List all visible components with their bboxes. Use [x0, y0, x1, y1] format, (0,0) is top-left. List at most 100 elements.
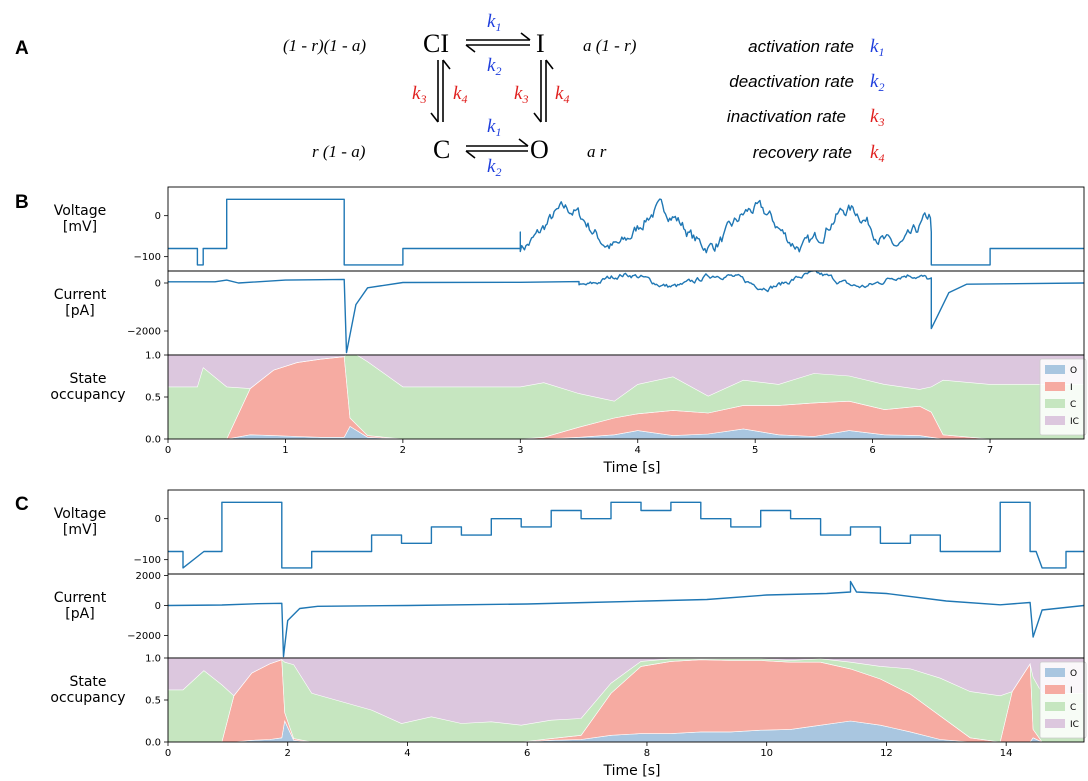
- series-line-B-current: [168, 271, 1084, 354]
- legend-swatch-i: [1045, 382, 1065, 391]
- y-tick-label: 1.0: [145, 654, 161, 665]
- harpoon-ci-i: [465, 32, 531, 53]
- y-axis-label-line2: occupancy: [50, 387, 125, 403]
- legend-swatch-ic: [1045, 416, 1065, 425]
- x-tick-label: 10: [760, 748, 773, 759]
- x-tick-label: 6: [524, 748, 530, 759]
- y-axis-label-line2: [mV]: [63, 219, 97, 235]
- kinetic-scheme: (1 - r)(1 - a) a (1 - r) r (1 - a) a r C…: [283, 11, 884, 179]
- y-axis-label-line1: State: [69, 371, 106, 387]
- x-tick-label: 6: [869, 445, 875, 456]
- rate-k4-left: k4: [453, 83, 467, 106]
- y-tick-label: 0.0: [145, 435, 161, 446]
- x-tick-label: 1: [282, 445, 288, 456]
- rate-legend-inactivation: inactivation rate: [727, 107, 846, 126]
- legend-label-i: I: [1070, 686, 1073, 696]
- y-axis-label-line2: [pA]: [65, 303, 94, 319]
- chart-C-voltage: −100 0 Voltage[mV]: [54, 489, 1085, 575]
- plots: −1000Voltage[mV]−20000Current[pA]OICIC0.…: [50, 186, 1087, 779]
- panel-label-a: A: [15, 38, 29, 59]
- rate-legend-deactivation-symbol: k2: [870, 71, 884, 94]
- y-tick-label: −2000: [127, 631, 161, 642]
- y-tick-label: 0.5: [145, 393, 161, 404]
- y-axis-label-line1: Voltage: [54, 506, 107, 522]
- legend-swatch-c: [1045, 399, 1065, 408]
- legend-swatch-ic: [1045, 719, 1065, 728]
- y-tick-label: 0: [155, 514, 161, 525]
- y-tick-label: 0.0: [145, 738, 161, 749]
- rate-k2-top: k2: [487, 55, 501, 78]
- axes-frame: [167, 270, 1085, 356]
- series-line-C-voltage: [168, 501, 1084, 569]
- harpoon-c-o: [465, 138, 529, 159]
- rate-k1-bottom: k1: [487, 116, 501, 139]
- y-tick-label: −100: [134, 555, 161, 566]
- state-o: O: [530, 135, 549, 164]
- x-tick-label: 5: [752, 445, 758, 456]
- y-tick-label: −2000: [127, 327, 161, 338]
- x-tick-label: 4: [635, 445, 641, 456]
- chart-B-voltage: −100 0 Voltage[mV]: [54, 186, 1085, 272]
- legend-label-ic: IC: [1070, 417, 1079, 427]
- y-tick-label: 0: [155, 601, 161, 612]
- chart-C-current: −2000 0 2000 Current[pA]: [54, 571, 1085, 659]
- area-i: [168, 659, 1084, 742]
- x-tick-label: 2: [285, 748, 291, 759]
- area-c: [168, 658, 1084, 742]
- legend-label-c: C: [1070, 703, 1076, 713]
- panel-label-b: B: [15, 192, 29, 213]
- y-tick-label: 1.0: [145, 351, 161, 362]
- y-axis-label-line1: Voltage: [54, 203, 107, 219]
- y-axis-label-line2: [mV]: [63, 522, 97, 538]
- rate-legend-inactivation-symbol: k3: [870, 106, 884, 129]
- x-axis-label: Time [s]: [603, 763, 661, 779]
- legend-label-o: O: [1070, 366, 1077, 376]
- legend-swatch-c: [1045, 702, 1065, 711]
- x-tick-label: 12: [880, 748, 893, 759]
- legend-label-o: O: [1070, 669, 1077, 679]
- occupancy-ci: (1 - r)(1 - a): [283, 36, 366, 55]
- y-axis-label-line2: [pA]: [65, 606, 94, 622]
- x-tick-label: 4: [404, 748, 410, 759]
- panel-label-c: C: [15, 494, 29, 515]
- y-axis-label-line1: Current: [54, 287, 107, 303]
- legend-label-c: C: [1070, 400, 1076, 410]
- chart-B-current: −2000 0 Current[pA]: [54, 270, 1085, 356]
- x-tick-label: 3: [517, 445, 523, 456]
- y-tick-label: 0.5: [145, 696, 161, 707]
- x-tick-label: 2: [400, 445, 406, 456]
- occupancy-i: a (1 - r): [583, 36, 637, 55]
- rate-legend-deactivation: deactivation rate: [729, 72, 854, 91]
- x-axis-label: Time [s]: [603, 460, 661, 476]
- legend-swatch-o: [1045, 365, 1065, 374]
- harpoon-ci-c: [430, 59, 451, 123]
- x-tick-label: 0: [165, 748, 171, 759]
- rate-legend-recovery-symbol: k4: [870, 142, 884, 165]
- y-tick-label: 0: [155, 211, 161, 222]
- rate-k2-bottom: k2: [487, 156, 501, 179]
- x-tick-label: 0: [165, 445, 171, 456]
- occupancy-c: r (1 - a): [312, 142, 366, 161]
- rate-legend: activation rate k1 deactivation rate k2 …: [727, 36, 885, 165]
- rate-legend-activation: activation rate: [748, 37, 854, 56]
- rate-legend-activation-symbol: k1: [870, 36, 884, 59]
- rate-k1-top: k1: [487, 11, 501, 34]
- state-c: C: [433, 135, 450, 164]
- legend-label-i: I: [1070, 383, 1073, 393]
- x-tick-label: 7: [987, 445, 993, 456]
- x-tick-label: 8: [644, 748, 650, 759]
- legend-swatch-o: [1045, 668, 1065, 677]
- y-tick-label: 0: [155, 279, 161, 290]
- legend-label-ic: IC: [1070, 720, 1079, 730]
- rate-k3-left: k3: [412, 83, 426, 106]
- area-o: [168, 720, 1084, 742]
- series-line-B-voltage: [168, 198, 1084, 266]
- y-tick-label: 2000: [136, 571, 161, 582]
- rate-k4-right: k4: [555, 83, 569, 106]
- state-i: I: [536, 29, 545, 58]
- y-axis-label-line2: occupancy: [50, 690, 125, 706]
